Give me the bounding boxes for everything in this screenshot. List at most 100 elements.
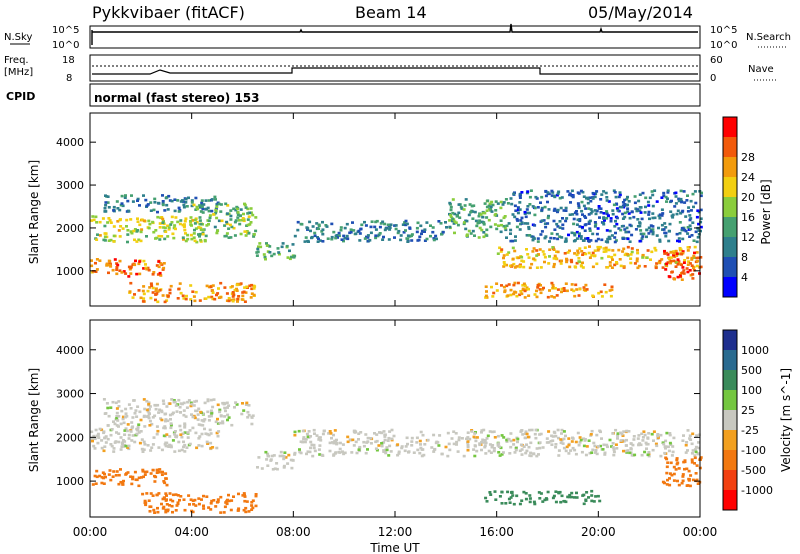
power-colorbar-tick-label: 4 [741,271,748,284]
power-cell-9 [677,237,681,240]
power-cell-1 [92,218,96,222]
power-cell-2 [136,199,139,202]
power-cell-9 [626,207,630,210]
power-cell-9 [689,227,693,231]
power-cell-9 [564,206,568,210]
velocity-cell-7 [695,478,699,482]
power-cell-9 [594,192,598,195]
velocity-cell-5 [487,449,491,453]
velocity-cell-5 [616,437,619,440]
velocity-cell-2 [159,417,163,420]
velocity-cell-5 [375,433,379,436]
velocity-cell-1 [135,427,139,431]
velocity-cell-1 [91,437,95,441]
power-cell-9 [627,200,631,203]
power-cell-9 [533,224,537,227]
power-cell-2 [149,209,153,212]
power-cell-3 [247,231,251,235]
velocity-cell-5 [666,445,670,449]
velocity-cell-5 [521,433,525,436]
power-cell-4 [258,242,262,245]
power-cell-7 [449,205,453,209]
power-cell-9 [575,212,579,216]
power-cell-9 [524,215,528,219]
power-cell-10 [522,282,526,286]
power-cell-7 [449,213,453,217]
power-cell-11 [697,256,701,260]
velocity-cell-5 [438,434,442,437]
velocity-cell-1 [179,433,183,436]
power-cell-2 [161,194,164,197]
velocity-cell-5 [669,443,673,446]
velocity-cell-5 [457,438,461,442]
velocity-cell-2 [223,406,227,410]
velocity-cell-5 [668,441,672,445]
power-cell-1 [135,240,139,243]
velocity-cell-5 [578,441,582,444]
velocity-cell-5 [385,448,389,452]
power-cell-2 [173,209,177,213]
power-cell-9 [549,236,553,240]
velocity-cell-3 [266,452,270,456]
velocity-cell-4 [200,498,203,501]
power-cell-1 [195,240,199,244]
velocity-cell-5 [315,434,319,437]
power-cell-1 [139,239,143,243]
power-cell-3 [192,232,196,235]
power-cell-0 [134,259,137,263]
velocity-cell-4 [169,498,173,502]
power-cell-9 [558,220,562,223]
power-cell-3 [232,226,236,230]
power-cell-8 [530,262,534,266]
power-cell-8 [613,263,617,267]
velocity-cell-5 [357,438,360,441]
power-cell-10 [551,283,555,287]
power-cell-10 [572,289,576,293]
power-cell-7 [502,216,506,220]
velocity-cell-2 [121,417,125,421]
power-cell-8 [636,248,639,252]
power-cell-9 [674,191,678,195]
power-cell-3 [236,213,240,216]
power-cell-6 [387,238,391,241]
velocity-cell-5 [482,428,486,432]
velocity-cell-5 [415,436,419,440]
power-cell-9 [617,195,621,199]
power-cell-11 [666,253,670,256]
velocity-cell-4 [207,506,211,509]
power-cell-9 [695,215,699,219]
velocity-cell-5 [550,443,554,446]
power-cell-10 [538,288,542,291]
power-cell-8 [539,266,543,269]
velocity-cell-5 [404,445,408,448]
power-cell-9 [588,219,592,223]
power-cell-6 [321,228,325,231]
power-cell-7 [485,209,489,212]
power-cell-2 [106,201,110,204]
velocity-cell-5 [656,433,660,436]
velocity-cell-5 [410,436,414,440]
power-cell-10 [582,288,586,292]
power-cell-7 [456,223,460,227]
velocity-cell-1 [104,441,108,444]
velocity-cell-1 [120,442,124,446]
velocity-cell-4 [222,511,226,514]
velocity-cell-3 [257,456,261,459]
velocity-cell-2 [157,411,161,414]
velocity-cell-7 [680,481,684,485]
power-cell-1 [117,229,121,232]
power-cell-5 [223,286,227,289]
velocity-cell-5 [311,454,315,458]
velocity-cell-3 [282,466,286,469]
power-cell-9 [589,208,593,211]
power-cell-7 [507,222,511,225]
power-cell-8 [630,250,634,254]
power-cell-9 [678,221,682,224]
power-y-tick-label: 2000 [56,222,84,235]
power-cell-3 [204,234,208,238]
power-cell-5 [250,292,254,295]
power-cell-8 [598,245,602,249]
power-cell-2 [126,199,130,203]
velocity-cell-5 [362,440,366,444]
power-cell-9 [562,209,566,212]
